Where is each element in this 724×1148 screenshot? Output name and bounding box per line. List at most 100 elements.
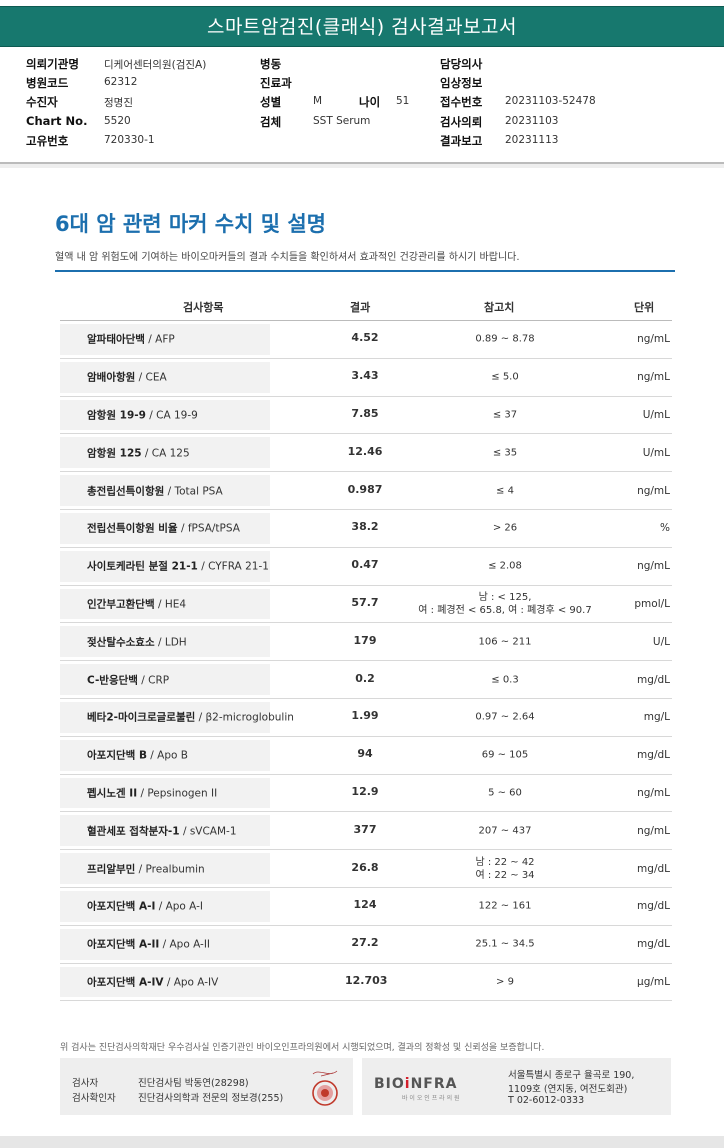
reference-line: 남 : < 125, — [478, 591, 532, 603]
info-label: Chart No. — [26, 114, 88, 128]
result-value: 12.703 — [345, 973, 388, 987]
item-name-en: / Apo A-II — [159, 938, 211, 951]
item-cell: 혈관세포 접착분자-1 / sVCAM-1 — [60, 815, 270, 847]
item-name-ko: 프리알부민 — [87, 863, 136, 876]
info-label: 결과보고 — [440, 134, 483, 148]
table-row: 아포지단백 B / Apo B 94 69 ~ 105 mg/dL — [60, 737, 672, 775]
patient-info: 의뢰기관명 디케어센터의원(검진A) 병원코드 62312 수진자 정명진 Ch… — [0, 53, 724, 163]
company-box: BIOiNFRA 바 이 오 인 프 라 의 원 서울특별시 종로구 율곡로 1… — [362, 1058, 671, 1115]
table-row: C-반응단백 / CRP 0.2 ≤ 0.3 mg/dL — [60, 661, 672, 699]
info-value: 51 — [396, 95, 410, 107]
item-cell: 아포지단백 B / Apo B — [60, 739, 270, 771]
item-name-en: / Prealbumin — [135, 863, 205, 876]
reference-range: 122 ~ 161 — [400, 900, 610, 913]
item-name-ko: 총전립선특이항원 — [87, 485, 165, 498]
reference-line: 25.1 ~ 34.5 — [475, 938, 535, 950]
reference-range: 25.1 ~ 34.5 — [400, 938, 610, 951]
header-item: 검사항목 — [183, 301, 224, 314]
info-value: 20231103-52478 — [505, 95, 596, 107]
item-name: 베타2-마이크로글로불린 / β2-microglobulin — [87, 710, 294, 725]
item-name-en: / CRP — [137, 674, 170, 687]
result-value: 1.99 — [351, 709, 379, 723]
address-line-1: 서울특별시 종로구 율곡로 190, — [508, 1070, 635, 1081]
item-name: 아포지단백 A-II / Apo A-II — [87, 937, 210, 952]
reference-range: 5 ~ 60 — [400, 786, 610, 799]
unit: U/mL — [642, 408, 670, 421]
item-cell: 암항원 19-9 / CA 19-9 — [60, 399, 270, 431]
info-label: 병원코드 — [26, 76, 69, 90]
item-cell: 전립선특이항원 비율 / fPSA/tPSA — [60, 512, 270, 544]
item-cell: 사이토케라틴 분절 21-1 / CYFRA 21-1 — [60, 550, 270, 582]
item-name-ko: 아포지단백 B — [87, 749, 147, 762]
footer-note: 위 검사는 진단검사의학재단 우수검사실 인증기관인 바이오인프라의원에서 시행… — [60, 1043, 545, 1053]
item-name-en: / AFP — [144, 333, 175, 346]
unit: mg/dL — [637, 862, 670, 875]
bioinfra-logo: BIOiNFRA — [374, 1076, 458, 1092]
item-name-ko: 사이토케라틴 분절 21-1 — [87, 560, 198, 573]
item-name-en: / fPSA/tPSA — [177, 522, 240, 535]
reference-line: 0.89 ~ 8.78 — [475, 333, 535, 345]
table-row: 암항원 19-9 / CA 19-9 7.85 ≤ 37 U/mL — [60, 397, 672, 435]
item-name-ko: 알파태아단백 — [87, 333, 145, 346]
item-name-ko: 혈관세포 접착분자-1 — [87, 825, 180, 838]
item-name-ko: C-반응단백 — [87, 674, 138, 687]
result-value: 0.2 — [355, 671, 375, 685]
item-name-en: / Total PSA — [164, 485, 223, 498]
item-name-en: / CA 125 — [141, 447, 190, 460]
item-name-ko: 아포지단백 A-I — [87, 900, 156, 913]
unit: ng/mL — [637, 371, 670, 384]
section-divider — [55, 270, 675, 272]
reference-line: 69 ~ 105 — [481, 749, 529, 761]
item-name: 아포지단백 B / Apo B — [87, 748, 188, 763]
table-row: 암배아항원 / CEA 3.43 ≤ 5.0 ng/mL — [60, 359, 672, 397]
table-body: 알파태아단백 / AFP 4.52 0.89 ~ 8.78 ng/mL 암배아항원 / … — [60, 321, 672, 1002]
reference-range: ≤ 5.0 — [400, 371, 610, 384]
address-line-2: 1109호 (연지동, 여전도회관) — [508, 1084, 628, 1095]
result-value: 0.987 — [347, 482, 383, 496]
table-row: 전립선특이항원 비율 / fPSA/tPSA 38.2 > 26% — [60, 510, 672, 548]
reference-range: > 9 — [400, 975, 610, 988]
unit: mg/L — [643, 711, 670, 724]
item-name: 펩시노겐 II / Pepsinogen II — [87, 785, 217, 800]
result-value: 12.46 — [347, 444, 383, 458]
table-row: 총전립선특이항원 / Total PSA 0.987 ≤ 4 ng/mL — [60, 472, 672, 510]
info-value: 정명진 — [104, 97, 133, 109]
info-value: M — [313, 95, 323, 107]
info-shadow — [0, 164, 724, 168]
item-name: 전립선특이항원 비율 / fPSA/tPSA — [87, 521, 240, 536]
result-value: 26.8 — [351, 860, 379, 874]
item-name-ko: 아포지단백 A-IV — [87, 976, 164, 989]
reference-line: ≤ 0.3 — [491, 674, 519, 686]
result-value: 124 — [353, 898, 377, 912]
bottom-band — [0, 1136, 724, 1148]
header-reference: 참고치 — [484, 301, 515, 314]
unit: mg/dL — [637, 900, 670, 913]
unit: pmol/L — [634, 597, 670, 610]
table-row: 베타2-마이크로글로불린 / β2-microglobulin 1.99 0.97 … — [60, 699, 672, 737]
item-name-en: / Apo B — [146, 749, 188, 762]
item-name-en: / LDH — [154, 636, 187, 649]
report-title: 스마트암검진(클래식) 검사결과보고서 — [0, 6, 724, 47]
item-name: 인간부고환단백 / HE4 — [87, 596, 186, 611]
item-name: 암항원 19-9 / CA 19-9 — [87, 407, 198, 422]
item-name-ko: 펩시노겐 II — [87, 787, 138, 800]
signature-box: 검사자 진단검사팀 박동연(28298) 검사확인자 진단검사의학과 전문의 정… — [60, 1058, 353, 1115]
table-row: 젖산탈수소효소 / LDH 179 106 ~ 211 U/L — [60, 623, 672, 662]
table-row: 아포지단백 A-I / Apo A-I 124 122 ~ 161 mg/dL — [60, 888, 672, 926]
result-value: 377 — [353, 822, 377, 836]
item-name-en: / sVCAM-1 — [179, 825, 237, 838]
item-cell: 암항원 125 / CA 125 — [60, 437, 270, 469]
info-label: 고유번호 — [26, 134, 69, 148]
item-name-en: / CYFRA 21-1 — [197, 560, 269, 573]
reference-range: > 26 — [400, 522, 610, 535]
unit: ng/mL — [637, 560, 670, 573]
table-row: 혈관세포 접착분자-1 / sVCAM-1 377 207 ~ 437 ng/mL — [60, 812, 672, 851]
table-row: 사이토케라틴 분절 21-1 / CYFRA 21-1 0.47 ≤ 2.08 ng/… — [60, 548, 672, 586]
reference-line: ≤ 37 — [492, 409, 518, 421]
reference-line: > 26 — [492, 522, 518, 534]
item-cell: 인간부고환단백 / HE4 — [60, 588, 270, 620]
result-value: 38.2 — [351, 520, 379, 534]
item-name-ko: 인간부고환단백 — [87, 598, 155, 611]
info-label: 접수번호 — [440, 95, 483, 109]
unit: ng/mL — [637, 333, 670, 346]
